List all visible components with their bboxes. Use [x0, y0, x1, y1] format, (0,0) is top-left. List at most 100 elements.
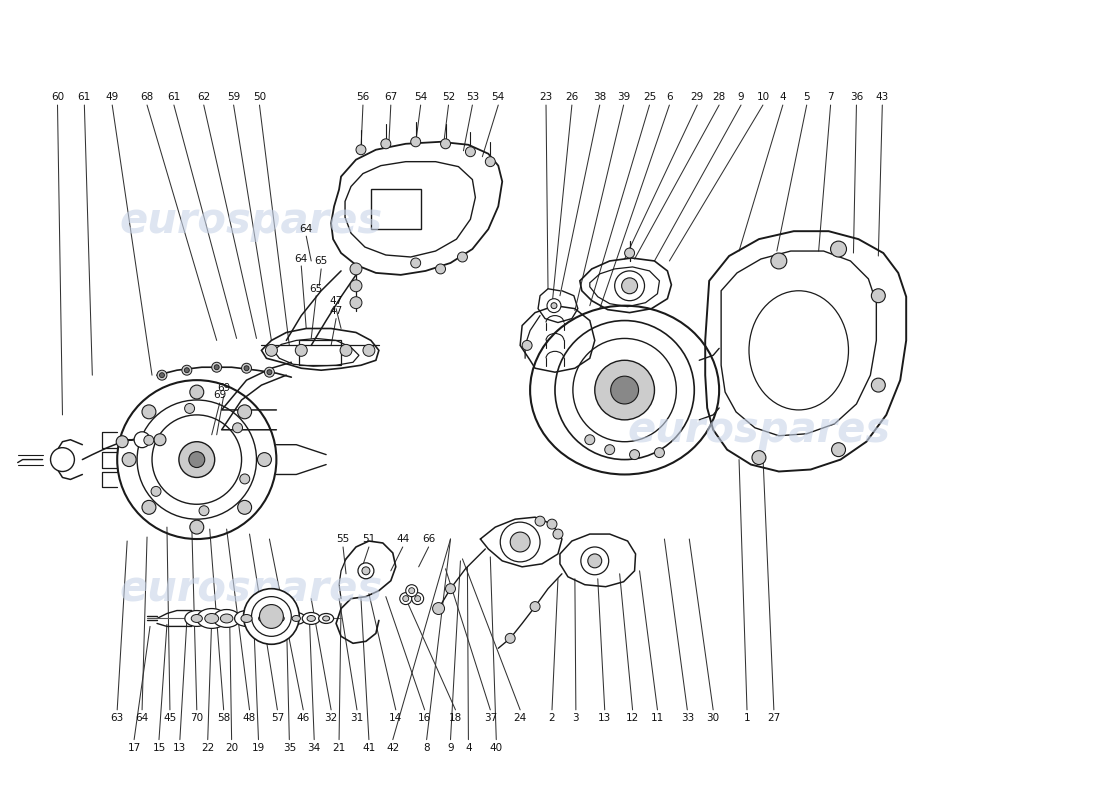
- Circle shape: [238, 405, 252, 418]
- Ellipse shape: [322, 616, 330, 621]
- Circle shape: [446, 584, 455, 594]
- Circle shape: [547, 298, 561, 313]
- Circle shape: [381, 139, 390, 149]
- Circle shape: [406, 585, 418, 597]
- Circle shape: [411, 593, 424, 605]
- Circle shape: [605, 445, 615, 454]
- Text: 4: 4: [780, 92, 786, 102]
- Ellipse shape: [749, 290, 848, 410]
- Text: 21: 21: [332, 742, 345, 753]
- Ellipse shape: [191, 614, 202, 622]
- Circle shape: [409, 588, 415, 594]
- Circle shape: [410, 258, 420, 268]
- Circle shape: [595, 360, 654, 420]
- Text: 36: 36: [850, 92, 864, 102]
- Circle shape: [151, 486, 161, 496]
- Ellipse shape: [268, 611, 289, 626]
- Text: 65: 65: [315, 256, 328, 266]
- Ellipse shape: [253, 611, 274, 626]
- Circle shape: [340, 344, 352, 356]
- Circle shape: [350, 280, 362, 292]
- Circle shape: [179, 442, 214, 478]
- Circle shape: [122, 453, 136, 466]
- Circle shape: [295, 344, 307, 356]
- Circle shape: [214, 365, 219, 370]
- Circle shape: [157, 370, 167, 380]
- Text: eurospares: eurospares: [120, 568, 383, 610]
- Circle shape: [654, 448, 664, 458]
- Circle shape: [510, 532, 530, 552]
- Text: 44: 44: [396, 534, 409, 544]
- Text: eurospares: eurospares: [120, 200, 383, 242]
- Circle shape: [244, 366, 249, 370]
- Circle shape: [485, 157, 495, 166]
- Ellipse shape: [319, 614, 333, 623]
- Text: 48: 48: [243, 713, 256, 722]
- Circle shape: [260, 605, 284, 629]
- Text: 35: 35: [283, 742, 296, 753]
- Text: 3: 3: [573, 713, 580, 722]
- Circle shape: [117, 436, 128, 448]
- Circle shape: [134, 432, 150, 448]
- Circle shape: [358, 563, 374, 578]
- Text: 49: 49: [106, 92, 119, 102]
- Text: 7: 7: [827, 92, 834, 102]
- Text: 54: 54: [492, 92, 505, 102]
- Circle shape: [530, 602, 540, 611]
- Circle shape: [199, 506, 209, 516]
- Circle shape: [144, 435, 154, 446]
- Circle shape: [403, 596, 409, 602]
- Circle shape: [458, 252, 468, 262]
- Circle shape: [363, 344, 375, 356]
- Text: 9: 9: [738, 92, 745, 102]
- Text: 52: 52: [442, 92, 455, 102]
- Circle shape: [362, 567, 370, 574]
- Circle shape: [871, 378, 886, 392]
- Text: 64: 64: [299, 224, 312, 234]
- Text: 39: 39: [617, 92, 630, 102]
- Text: 8: 8: [424, 742, 430, 753]
- Text: 12: 12: [626, 713, 639, 722]
- Circle shape: [252, 597, 292, 636]
- Text: 19: 19: [252, 742, 265, 753]
- Circle shape: [522, 341, 532, 350]
- Circle shape: [585, 434, 595, 445]
- Text: 20: 20: [226, 742, 239, 753]
- Text: 50: 50: [253, 92, 266, 102]
- Text: 5: 5: [803, 92, 810, 102]
- Text: 60: 60: [51, 92, 64, 102]
- Text: 28: 28: [713, 92, 726, 102]
- Text: 30: 30: [706, 713, 719, 722]
- Circle shape: [465, 146, 475, 157]
- Circle shape: [625, 248, 635, 258]
- Text: 46: 46: [297, 713, 310, 722]
- Text: 59: 59: [227, 92, 240, 102]
- Text: 66: 66: [422, 534, 436, 544]
- Text: 33: 33: [681, 713, 694, 722]
- Text: 11: 11: [651, 713, 664, 722]
- Ellipse shape: [197, 609, 227, 629]
- Circle shape: [610, 376, 639, 404]
- Circle shape: [264, 367, 274, 377]
- Ellipse shape: [275, 615, 284, 622]
- Text: 65: 65: [309, 284, 322, 294]
- Circle shape: [185, 368, 189, 373]
- Circle shape: [232, 423, 242, 433]
- Text: 43: 43: [876, 92, 889, 102]
- Text: 6: 6: [667, 92, 673, 102]
- Text: 16: 16: [418, 713, 431, 722]
- Circle shape: [350, 263, 362, 275]
- Text: 14: 14: [389, 713, 403, 722]
- Text: 54: 54: [414, 92, 427, 102]
- Text: 25: 25: [642, 92, 656, 102]
- Text: 42: 42: [386, 742, 399, 753]
- Text: 64: 64: [295, 254, 308, 264]
- Text: 10: 10: [757, 92, 770, 102]
- Circle shape: [189, 452, 205, 467]
- Text: 57: 57: [271, 713, 284, 722]
- Circle shape: [547, 519, 557, 529]
- Circle shape: [621, 278, 638, 294]
- Circle shape: [190, 385, 204, 399]
- Ellipse shape: [220, 614, 233, 623]
- Circle shape: [441, 139, 451, 149]
